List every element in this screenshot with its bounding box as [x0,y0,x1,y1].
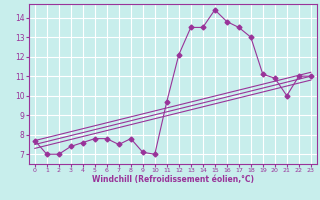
X-axis label: Windchill (Refroidissement éolien,°C): Windchill (Refroidissement éolien,°C) [92,175,254,184]
